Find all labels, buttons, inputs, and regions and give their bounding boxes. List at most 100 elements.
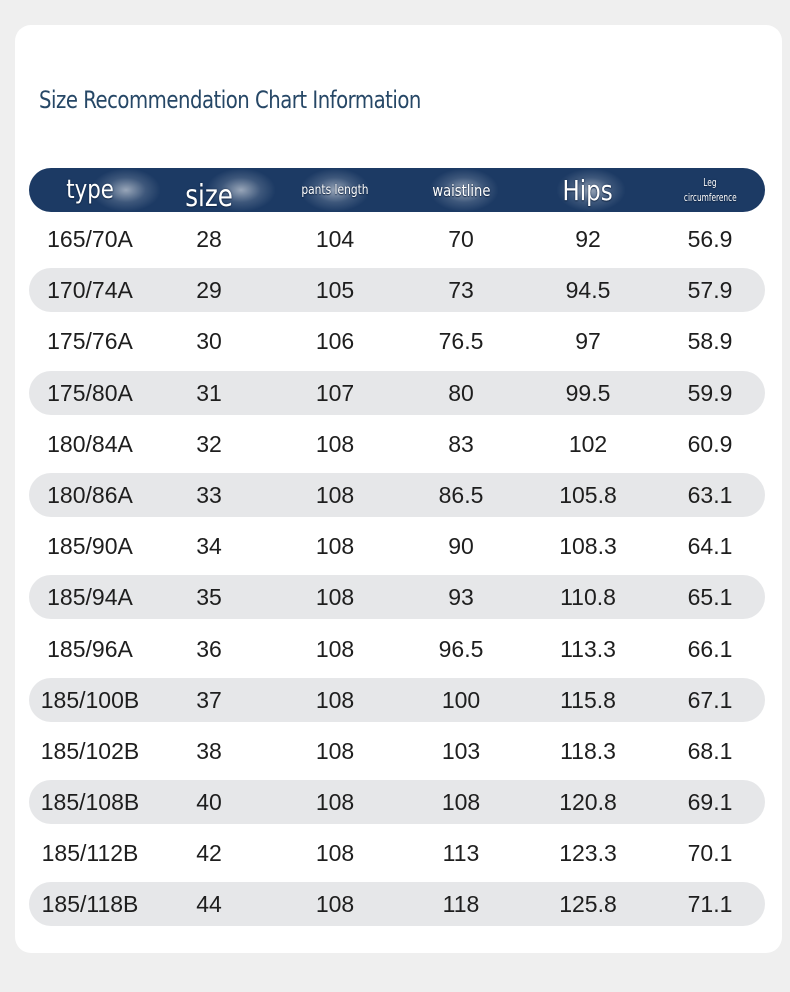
- table-row: 185/94A 35 108 93 110.8 65.1: [29, 575, 765, 620]
- cell-pants-length: 107: [315, 379, 355, 406]
- cell-size: 42: [196, 840, 222, 867]
- header-size: size: [185, 178, 233, 213]
- cell-hips: 118.3: [560, 737, 616, 764]
- cell-hips: 113.3: [560, 635, 616, 662]
- cell-size: 28: [196, 226, 222, 252]
- page-title: Size Recommendation Chart Information: [39, 86, 421, 114]
- cell-size: 35: [196, 584, 222, 611]
- cell-waistline: 70: [448, 226, 474, 252]
- cell-hips: 99.5: [565, 379, 611, 406]
- cell-pants-length: 105: [315, 277, 355, 304]
- cell-waistline: 108: [441, 789, 481, 816]
- cell-pants-length: 104: [315, 226, 355, 252]
- cell-pants-length: 106: [315, 328, 355, 355]
- cell-size: 36: [196, 635, 222, 662]
- cell-waistline: 93: [448, 584, 474, 611]
- cell-pants-length: 108: [315, 840, 355, 867]
- cell-size: 29: [196, 277, 222, 304]
- cell-leg-circumference: 66.1: [687, 635, 733, 662]
- cell-size: 38: [196, 737, 222, 764]
- cell-size: 34: [196, 533, 222, 560]
- table-row: 185/100B 37 108 100 115.8 67.1: [29, 677, 765, 722]
- header-glow-decoration: [556, 168, 626, 212]
- cell-hips: 115.8: [560, 686, 616, 713]
- cell-size: 30: [196, 328, 222, 355]
- cell-type: 165/70A: [47, 226, 133, 252]
- cell-waistline: 86.5: [438, 481, 484, 508]
- cell-type: 175/80A: [47, 379, 133, 406]
- cell-leg-circumference: 65.1: [687, 584, 733, 611]
- cell-size: 37: [196, 686, 222, 713]
- table-row: 165/70A 28 104 70 92 56.9: [29, 217, 765, 261]
- size-table-body: 165/70A 28 104 70 92 56.9 170/74A 29 105…: [29, 217, 765, 934]
- table-row: 180/86A 33 108 86.5 105.8 63.1: [29, 472, 765, 517]
- cell-size: 44: [196, 891, 222, 918]
- table-row: 185/108B 40 108 108 120.8 69.1: [29, 780, 765, 825]
- header-waistline: waistline: [431, 180, 491, 200]
- cell-type: 180/86A: [47, 481, 133, 508]
- cell-hips: 97: [575, 328, 601, 355]
- cell-leg-circumference: 64.1: [687, 533, 733, 560]
- cell-size: 32: [196, 430, 222, 457]
- cell-pants-length: 108: [315, 686, 355, 713]
- cell-type: 185/102B: [40, 737, 140, 764]
- cell-type: 180/84A: [47, 430, 133, 457]
- cell-size: 40: [196, 789, 222, 816]
- cell-waistline: 118: [442, 891, 480, 918]
- cell-type: 185/96A: [47, 635, 133, 662]
- table-row: 185/102B 38 108 103 118.3 68.1: [29, 729, 765, 773]
- cell-type: 185/112B: [41, 840, 139, 867]
- cell-hips: 120.8: [559, 789, 617, 816]
- table-row: 175/76A 30 106 76.5 97 58.9: [29, 319, 765, 363]
- cell-waistline: 113: [442, 840, 480, 867]
- cell-leg-circumference: 68.1: [687, 737, 733, 764]
- table-header: type size pants length waistline Hips Le…: [29, 168, 765, 212]
- cell-hips: 123.3: [559, 840, 617, 867]
- cell-waistline: 73: [448, 277, 474, 304]
- header-glow-decoration: [206, 168, 276, 212]
- cell-type: 185/94A: [47, 584, 133, 611]
- table-row: 185/96A 36 108 96.5 113.3 66.1: [29, 627, 765, 671]
- header-glow-decoration: [429, 168, 499, 212]
- header-glow-decoration: [91, 168, 161, 212]
- cell-hips: 108.3: [559, 533, 617, 560]
- cell-hips: 92: [575, 226, 601, 252]
- cell-leg-circumference: 58.9: [687, 328, 733, 355]
- table-row: 185/112B 42 108 113 123.3 70.1: [29, 831, 765, 875]
- cell-hips: 102: [568, 430, 608, 457]
- cell-waistline: 90: [448, 533, 474, 560]
- cell-hips: 125.8: [559, 891, 617, 918]
- cell-leg-circumference: 63.1: [687, 481, 733, 508]
- cell-type: 175/76A: [47, 328, 133, 355]
- cell-pants-length: 108: [315, 481, 355, 508]
- cell-type: 185/118B: [41, 891, 139, 918]
- cell-waistline: 100: [441, 686, 481, 713]
- header-hips: Hips: [562, 173, 614, 207]
- cell-type: 185/100B: [40, 686, 140, 713]
- cell-waistline: 103: [441, 737, 481, 764]
- cell-leg-circumference: 69.1: [687, 789, 733, 816]
- cell-pants-length: 108: [315, 635, 355, 662]
- header-glow-decoration: [300, 168, 370, 212]
- table-row: 180/84A 32 108 83 102 60.9: [29, 422, 765, 466]
- cell-leg-circumference: 57.9: [687, 277, 733, 304]
- cell-waistline: 83: [448, 430, 474, 457]
- cell-pants-length: 108: [315, 891, 355, 918]
- cell-leg-circumference: 60.9: [687, 430, 733, 457]
- table-row: 170/74A 29 105 73 94.5 57.9: [29, 268, 765, 313]
- cell-size: 31: [196, 379, 222, 406]
- cell-leg-circumference: 71.1: [687, 891, 733, 918]
- cell-size: 33: [196, 481, 222, 508]
- cell-hips: 94.5: [565, 277, 611, 304]
- cell-leg-circumference: 59.9: [687, 379, 733, 406]
- header-pants-length: pants length: [301, 182, 369, 198]
- cell-hips: 110.8: [560, 584, 616, 611]
- table-row: 175/80A 31 107 80 99.5 59.9: [29, 370, 765, 415]
- cell-waistline: 80: [448, 379, 474, 406]
- cell-pants-length: 108: [315, 584, 355, 611]
- cell-pants-length: 108: [315, 737, 355, 764]
- cell-leg-circumference: 56.9: [687, 226, 733, 252]
- cell-waistline: 76.5: [438, 328, 484, 355]
- cell-pants-length: 108: [315, 789, 355, 816]
- cell-pants-length: 108: [315, 430, 355, 457]
